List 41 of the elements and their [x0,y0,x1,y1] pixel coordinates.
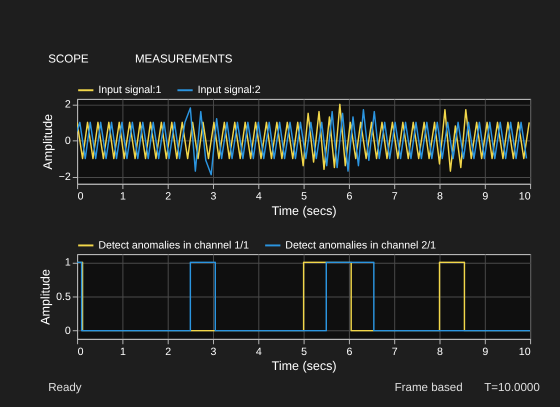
x-tick-label: 3 [210,190,217,203]
x-tick-label: 0 [78,346,84,358]
x-tick-label: 2 [165,346,172,358]
x-tick-label: 9 [482,190,488,203]
x-tick-label: 1 [120,346,126,358]
x-tick-label: 10 [518,346,531,358]
text: SCOPE [48,53,89,66]
y-tick-label: 2 [64,98,71,111]
x-tick-label: 6 [346,346,352,358]
y-axis-title: Amplitude [38,269,52,325]
y-axis-title: Amplitude [41,114,56,170]
x-tick-label: 8 [437,190,444,203]
x-tick-label: 4 [256,190,262,203]
x-tick-label: 2 [165,190,172,203]
x-tick-label: 8 [437,346,444,358]
x-tick-label: 3 [210,346,217,358]
legend-label: Input signal:2 [198,84,261,96]
x-axis-title: Time (secs) [272,359,337,374]
text: T=10.0000 [484,382,540,394]
legend-label: Detect anomalies in channel 2/1 [285,239,436,252]
legend-label: Input signal:1 [98,84,162,96]
y-tick-label: 0 [64,325,71,338]
x-tick-label: 9 [482,346,488,358]
y-tick-label: −2 [58,170,71,183]
x-tick-label: 4 [256,346,262,358]
x-tick-label: 10 [518,190,531,203]
x-axis-title: Time (secs) [272,204,337,218]
text: Frame based [394,382,463,394]
x-tick-label: 6 [346,190,352,203]
y-tick-label: 0.5 [56,290,71,303]
y-tick-label: 0 [64,134,71,147]
legend-label: Detect anomalies in channel 1/1 [98,239,250,252]
x-tick-label: 5 [301,190,308,203]
text: MEASUREMENTS [134,53,233,66]
y-tick-label: 1 [64,256,71,269]
x-tick-label: 0 [78,190,84,203]
text: Ready [48,382,82,394]
x-tick-label: 5 [301,346,308,358]
x-tick-label: 1 [120,190,126,203]
x-tick-label: 7 [392,190,398,203]
x-tick-label: 7 [392,346,398,358]
